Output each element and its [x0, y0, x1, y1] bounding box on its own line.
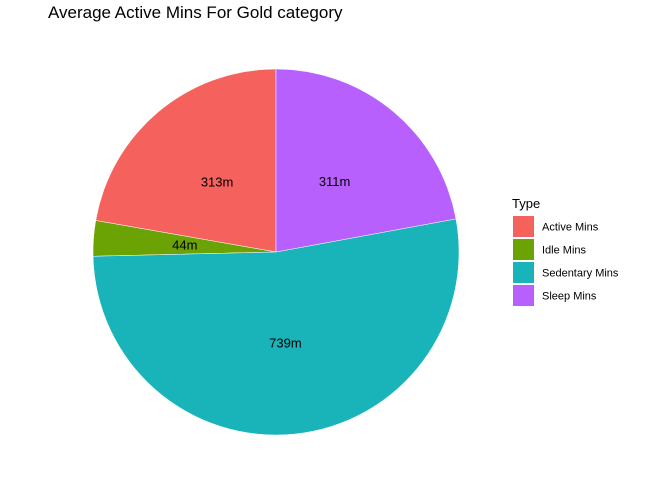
legend-key-active-mins: [513, 216, 534, 237]
legend-title: Type: [512, 196, 540, 211]
legend-label-idle-mins: Idle Mins: [542, 245, 587, 257]
slice-label-sleep-mins: 311m: [319, 174, 351, 189]
legend: Type Active Mins Idle Mins Sedentary Mins S…: [512, 196, 619, 306]
legend-key-sleep-mins: [513, 285, 534, 306]
pie-slice-sleep-mins: [275, 68, 457, 253]
legend-key-idle-mins: [513, 239, 534, 260]
legend-key-sedentary-mins: [513, 262, 534, 283]
slice-label-sedentary-mins: 739m: [269, 336, 302, 351]
pie-slice-labels: 313m 44m 739m 311m: [172, 174, 350, 350]
chart-title: Average Active Mins For Gold category: [48, 3, 343, 22]
pie-slices: [92, 68, 460, 436]
pie-slice-active-mins: [95, 68, 277, 253]
slice-label-active-mins: 313m: [201, 175, 234, 190]
slice-label-idle-mins: 44m: [172, 238, 197, 253]
pie-slice-sedentary-mins: [92, 218, 460, 436]
legend-label-sedentary-mins: Sedentary Mins: [542, 268, 619, 280]
legend-label-sleep-mins: Sleep Mins: [542, 291, 597, 303]
legend-label-active-mins: Active Mins: [542, 222, 599, 234]
